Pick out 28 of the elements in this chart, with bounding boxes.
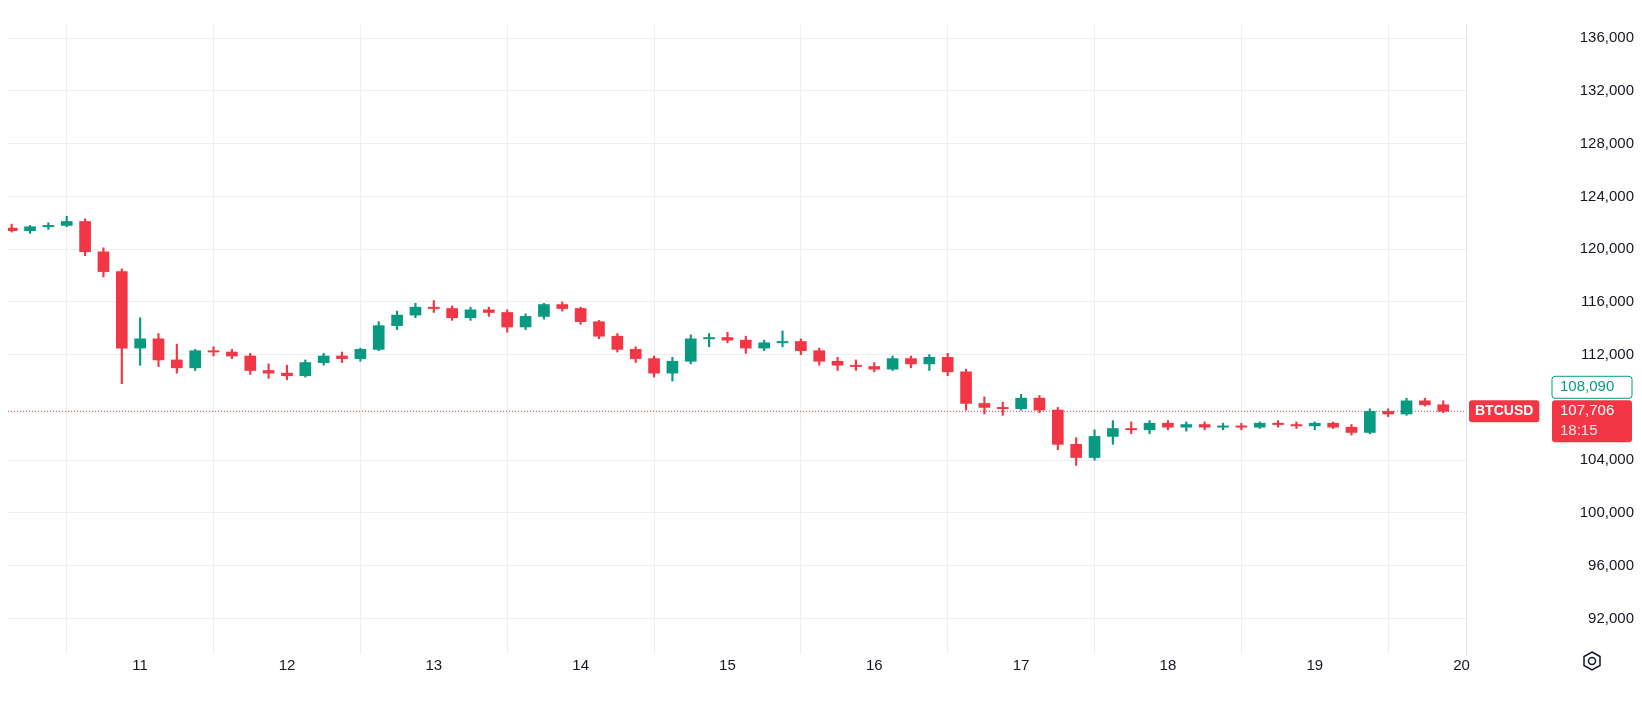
y-tick-label: 104,000 [1579,450,1634,468]
ref-line-label: BTCUSD [1475,402,1534,419]
candlestick [831,356,844,371]
x-tick-label: 15 [719,656,736,674]
candlestick [207,346,220,357]
y-tick-label: 132,000 [1579,81,1634,99]
y-tick-label: 100,000 [1579,503,1634,521]
text: 108,090 [1560,377,1615,395]
x-tick-label: 18 [1159,656,1177,674]
x-tick-label: 17 [1012,656,1030,674]
y-tick-label: 96,000 [1588,555,1634,573]
text: 107,706 [1560,401,1615,419]
candlestick [776,330,789,348]
x-tick-label: 11 [132,656,148,674]
x-tick-label: 20 [1453,656,1470,674]
y-tick-label: 112,000 [1580,344,1634,362]
y-tick-label: 116,000 [1580,292,1634,310]
y-tick-label: 124,000 [1579,186,1634,204]
x-tick-label: 12 [278,656,296,674]
x-tick-label: 19 [1306,656,1324,674]
y-tick-label: 136,000 [1579,28,1634,46]
x-tick-label: 16 [865,656,883,674]
y-tick-label: 92,000 [1588,608,1634,626]
x-tick-label: 13 [425,656,443,674]
x-tick-label: 14 [572,656,589,674]
y-tick-label: 128,000 [1579,133,1634,151]
text: 18:15 [1560,421,1598,439]
y-tick-label: 120,000 [1579,239,1634,257]
